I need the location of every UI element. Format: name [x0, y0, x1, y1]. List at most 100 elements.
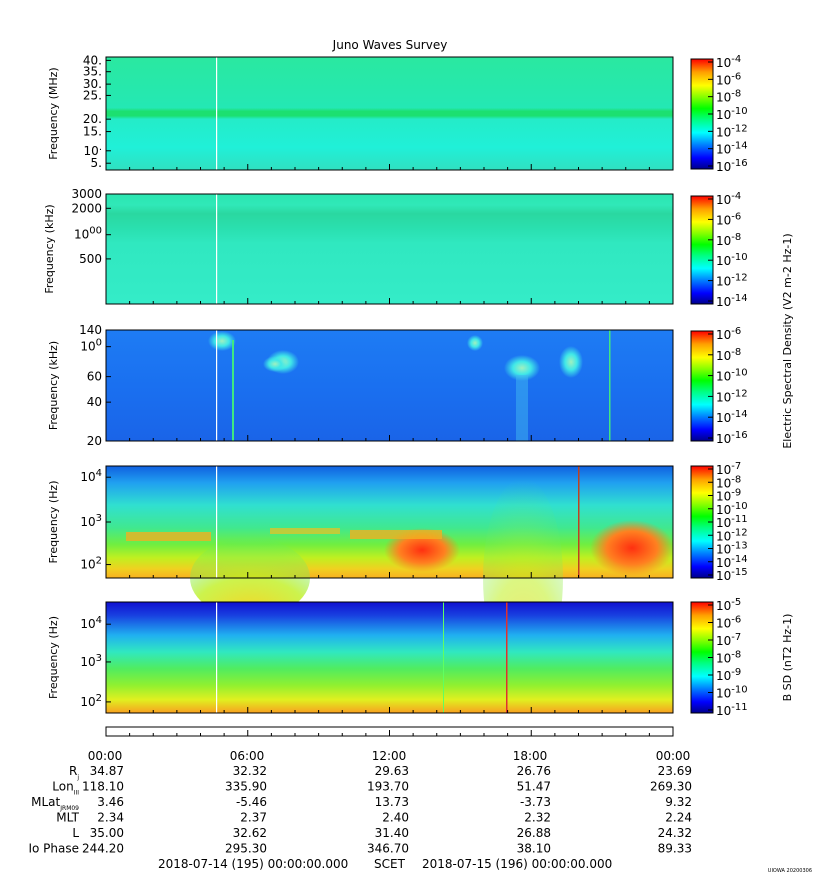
- colorbar-tick-label: 10-16: [716, 430, 748, 446]
- colorbar: [690, 330, 714, 442]
- y-tick-label: 102: [80, 556, 102, 572]
- emission-line: [232, 340, 234, 441]
- y-tick-label: 104: [80, 615, 102, 631]
- emission-band: [350, 530, 442, 539]
- spectrogram-panels: 40.35.30.25. 20.15. 10.5. Frequency (MHz) 10…: [43, 53, 794, 718]
- colorbar-tick-label: 10-8: [716, 474, 741, 490]
- ephemeris-value: 51.47: [517, 780, 551, 794]
- ephemeris-value: 26.76: [517, 764, 551, 778]
- ephemeris-value: 32.32: [233, 764, 267, 778]
- ephemeris-value: 35.00: [90, 826, 124, 840]
- colorbar-tick-label: 10-10: [716, 106, 748, 122]
- ephemeris-value: 26.88: [517, 826, 551, 840]
- y-tick-label: 5.: [91, 156, 102, 170]
- colorbar: [690, 195, 714, 305]
- colorbar-tick-label: 10-10: [716, 501, 748, 517]
- ephemeris-value: 2.32: [524, 811, 551, 825]
- y-tick-label: 3000: [71, 187, 102, 201]
- ephemeris-value: 24.32: [658, 826, 692, 840]
- colorbar-tick-label: 10-14: [716, 141, 748, 157]
- colorbar-tick-label: 10-14: [716, 293, 748, 309]
- ephemeris-row-label: MLT: [56, 811, 79, 825]
- ephemeris-value: -3.73: [520, 795, 551, 809]
- colorbar-tick-label: 10-12: [716, 527, 748, 543]
- data-gap-line: [216, 602, 218, 713]
- ephemeris-value: 118.10: [82, 780, 124, 794]
- y-axis-label: Frequency (Hz): [47, 616, 60, 699]
- colorbar-tick-label: 10-15: [716, 567, 748, 583]
- y-tick-label: 40: [87, 395, 102, 409]
- colorbar-tick-label: 10-10: [716, 685, 748, 701]
- colorbar-tick-label: 10-8: [716, 650, 741, 666]
- ephemeris-value: 32.62: [233, 826, 267, 840]
- footer-start-time: 2018-07-14 (195) 00:00:00.000: [158, 857, 348, 871]
- colorbar-tick-label: 10-8: [716, 232, 741, 248]
- data-gap-line: [216, 194, 218, 304]
- emission-band: [126, 532, 211, 541]
- ephemeris-row-label: Io Phase: [28, 842, 79, 856]
- emission-blob: [504, 355, 540, 381]
- ephemeris-row-label: LonIII: [52, 780, 79, 797]
- colorbar-tick-label: 10-7: [716, 632, 741, 648]
- figure-title: Juno Waves Survey: [332, 38, 448, 52]
- footer: 2018-07-14 (195) 00:00:00.000 SCET 2018-…: [158, 857, 812, 874]
- y-tick-label: 2000: [71, 201, 102, 215]
- colorbar-tick-label: 10-8: [716, 347, 741, 363]
- y-axis-label: Frequency (Hz): [47, 481, 60, 564]
- colorbar-tick-label: 10-11: [716, 514, 748, 530]
- y-tick-label: 103: [80, 513, 102, 529]
- colorbar-tick-label: 10-10: [716, 368, 748, 384]
- y-tick-label: 30.: [83, 77, 102, 91]
- y-tick-label: 25.: [83, 88, 102, 102]
- y-tick-label: 100: [80, 338, 102, 354]
- ephemeris-value: 23.69: [658, 764, 692, 778]
- panel-1: 40.35.30.25. 20.15. 10.5. Frequency (MHz) 10…: [47, 53, 748, 174]
- ephemeris-value: 29.63: [375, 764, 409, 778]
- y-tick-label: 140: [79, 323, 102, 337]
- ephemeris-value: 89.33: [658, 842, 692, 856]
- emission-band: [270, 528, 340, 534]
- time-tick-label: 00:00: [656, 749, 691, 763]
- ephemeris-value: 2.37: [240, 811, 267, 825]
- time-tick-label: 06:00: [230, 749, 265, 763]
- colorbar-tick-label: 10-12: [716, 388, 748, 404]
- data-gap-line: [216, 57, 218, 170]
- spectrogram-image: [106, 194, 673, 304]
- time-tick-label: 12:00: [372, 749, 407, 763]
- y-tick-label: 103: [80, 653, 102, 669]
- colorbar-tick-label: 10-4: [716, 191, 741, 207]
- y-tick-label: 1000: [74, 226, 102, 242]
- colorbar-tick-label: 10-12: [716, 123, 748, 139]
- colorbar-tick-label: 10-8: [716, 89, 741, 105]
- ephemeris-value: 34.87: [90, 764, 124, 778]
- footer-scet-label: SCET: [374, 857, 406, 871]
- y-axis-label: Frequency (MHz): [47, 67, 60, 159]
- emission-blob: [559, 346, 583, 378]
- colorbar-tick-label: 10-14: [716, 409, 748, 425]
- ephemeris-value: 193.70: [367, 780, 409, 794]
- colorbar-tick-label: 10-10: [716, 252, 748, 268]
- colorbar-tick-label: 10-5: [716, 597, 741, 613]
- ephemeris-value: -5.46: [236, 795, 267, 809]
- processing-stamp: UIOWA 20200306: [768, 868, 812, 874]
- emission-blob: [208, 331, 236, 351]
- ephemeris-value: 335.90: [225, 780, 267, 794]
- colorbar-tick-label: 10-7: [716, 461, 741, 477]
- y-axis-label: Frequency (kHz): [47, 341, 60, 430]
- y-tick-label: 20.: [83, 112, 102, 126]
- ephemeris-value: 244.20: [82, 842, 124, 856]
- y-tick-label: 500: [79, 252, 102, 266]
- y-tick-label: 35.: [83, 65, 102, 79]
- y-tick-label: 20: [87, 434, 102, 448]
- time-axis: 00:00 06:00 12:00 18:00 00:00: [88, 726, 691, 763]
- y-axis-label: Frequency (kHz): [43, 204, 56, 293]
- colorbar-tick-label: 10-6: [716, 71, 741, 87]
- ephemeris-value: 13.73: [375, 795, 409, 809]
- ephemeris-value: 31.40: [375, 826, 409, 840]
- colorbar-tick-label: 10-4: [716, 54, 741, 70]
- y-tick-label: 40.: [83, 53, 102, 67]
- colorbar-tick-label: 10-9: [716, 667, 741, 683]
- colorbar-label: Electric Spectral Density (V2 m-2 Hz-1): [781, 233, 794, 448]
